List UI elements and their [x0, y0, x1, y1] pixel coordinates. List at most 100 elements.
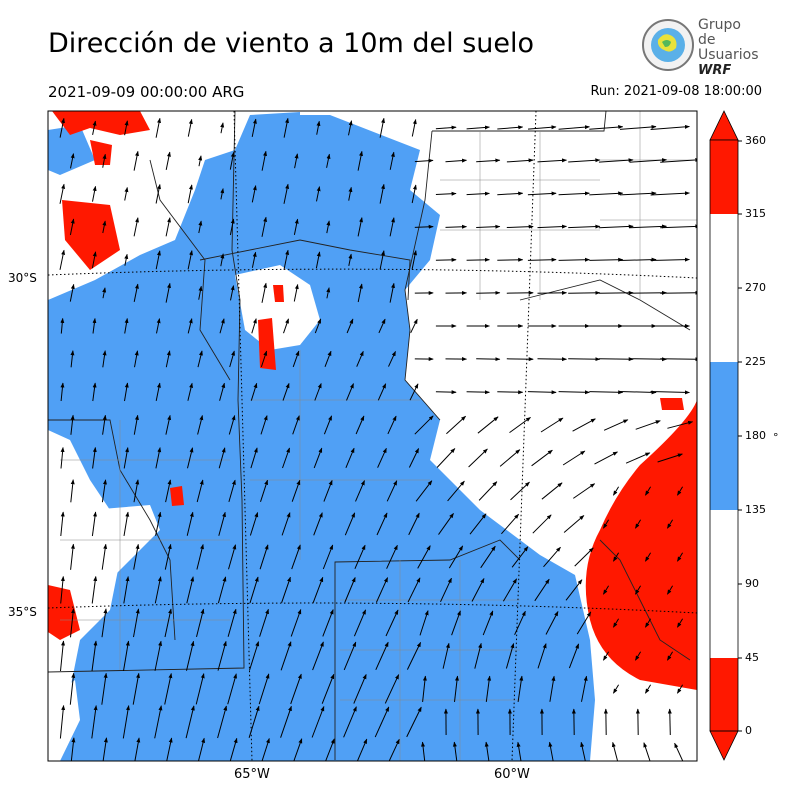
- wind-arrow: [438, 512, 454, 535]
- map-title: Dirección de viento a 10m del suelo: [48, 28, 535, 59]
- colorbar-bin: [710, 214, 738, 362]
- wind-arrow: [313, 512, 323, 536]
- logo-line-1: Grupo de: [698, 17, 741, 48]
- wind-arrow: [261, 150, 267, 171]
- wind-arrow: [282, 447, 290, 469]
- wind-arrow: [466, 257, 490, 262]
- wind-arrow: [379, 117, 385, 138]
- colorbar-tick-label: 135: [745, 503, 766, 516]
- wind-arrow: [435, 191, 457, 196]
- wind-arrow: [612, 552, 620, 562]
- wind-arrow: [260, 479, 269, 502]
- run-time: Run: 2021-09-08 18:00:00: [590, 84, 762, 99]
- wind-arrow: [322, 544, 334, 570]
- wind-arrow: [454, 675, 459, 702]
- mixed-wind-region: [48, 680, 80, 761]
- wind-arrow: [249, 641, 260, 671]
- wind-arrow: [532, 514, 552, 534]
- wind-arrow: [384, 674, 400, 704]
- wind-arrow: [602, 651, 610, 661]
- wind-arrow: [471, 578, 485, 602]
- northerly-wind-region: [273, 285, 284, 302]
- wind-arrow: [59, 117, 65, 138]
- wind-arrow: [375, 641, 389, 671]
- wind-arrow: [196, 479, 204, 503]
- wind-arrow: [353, 609, 367, 637]
- wind-arrow: [293, 284, 299, 302]
- wind-arrow: [228, 544, 237, 570]
- wind-arrow: [187, 118, 193, 137]
- wind-arrow: [660, 224, 697, 229]
- wind-arrow: [123, 511, 130, 536]
- wind-arrow: [414, 415, 434, 435]
- wind-arrow: [634, 519, 642, 529]
- wind-arrow: [388, 738, 400, 761]
- wind-arrow: [229, 737, 238, 761]
- wind-arrow: [291, 544, 301, 570]
- colorbar-bin: [710, 140, 738, 214]
- wind-arrow: [258, 673, 270, 705]
- wind-arrow: [435, 125, 457, 130]
- wind-arrow: [312, 641, 324, 671]
- wind-arrow: [644, 486, 652, 496]
- wind-arrow: [422, 675, 427, 702]
- wind-arrow: [70, 414, 75, 435]
- wind-arrow: [251, 251, 257, 268]
- wind-arrow: [325, 738, 335, 761]
- wind-arrow: [164, 543, 172, 570]
- wind-arrow: [558, 125, 590, 130]
- wind-arrow: [102, 737, 108, 761]
- northerly-wind-region: [62, 200, 120, 270]
- wind-arrow: [644, 684, 652, 694]
- wind-arrow: [572, 418, 596, 432]
- wind-arrow: [573, 483, 596, 499]
- wind-arrow: [261, 738, 270, 761]
- colorbar-extend-top: [709, 110, 739, 141]
- wind-arrow: [101, 608, 108, 638]
- wind-arrow: [228, 415, 236, 435]
- wind-arrow: [644, 552, 652, 562]
- wind-arrow: [316, 186, 321, 202]
- wind-arrow: [602, 585, 610, 595]
- wind-arrow: [357, 150, 363, 171]
- wind-arrow: [283, 318, 289, 334]
- wind-arrow: [548, 741, 554, 761]
- wind-arrow: [101, 543, 108, 570]
- wind-arrow: [629, 224, 667, 229]
- wind-arrow: [377, 383, 387, 401]
- wind-arrow: [612, 618, 620, 628]
- wind-arrow: [164, 608, 173, 638]
- wind-arrow: [102, 220, 107, 234]
- wind-arrow: [249, 512, 259, 536]
- wind-arrow: [619, 124, 657, 130]
- colorbar-tick-label: 270: [745, 281, 766, 294]
- wind-arrow: [186, 640, 195, 671]
- wind-arrow: [534, 578, 550, 602]
- wind-arrow: [59, 183, 66, 204]
- northerly-wind-region: [258, 318, 276, 370]
- wind-arrow: [314, 383, 322, 401]
- wind-arrow: [219, 318, 225, 334]
- wind-arrow: [411, 119, 417, 137]
- wind-arrow: [122, 705, 130, 739]
- wind-arrow: [385, 609, 399, 637]
- wind-arrow: [660, 290, 697, 295]
- wind-arrow: [543, 546, 561, 568]
- wind-arrow: [666, 651, 674, 661]
- wind-arrow: [619, 257, 657, 262]
- wind-arrow: [187, 447, 194, 469]
- wind-arrow: [196, 608, 205, 638]
- wind-arrow: [60, 317, 65, 334]
- wind-arrow: [666, 585, 674, 595]
- wind-arrow: [290, 673, 302, 705]
- wind-arrow: [282, 382, 290, 401]
- wind-arrow: [386, 544, 398, 569]
- wind-arrow: [516, 741, 522, 761]
- wind-arrow: [315, 251, 321, 269]
- wind-arrow: [59, 705, 66, 739]
- wind-arrow: [346, 383, 354, 401]
- valid-time: 2021-09-09 00:00:00 ARG: [48, 83, 245, 101]
- wind-arrow: [408, 448, 420, 468]
- wind-arrow: [324, 350, 332, 367]
